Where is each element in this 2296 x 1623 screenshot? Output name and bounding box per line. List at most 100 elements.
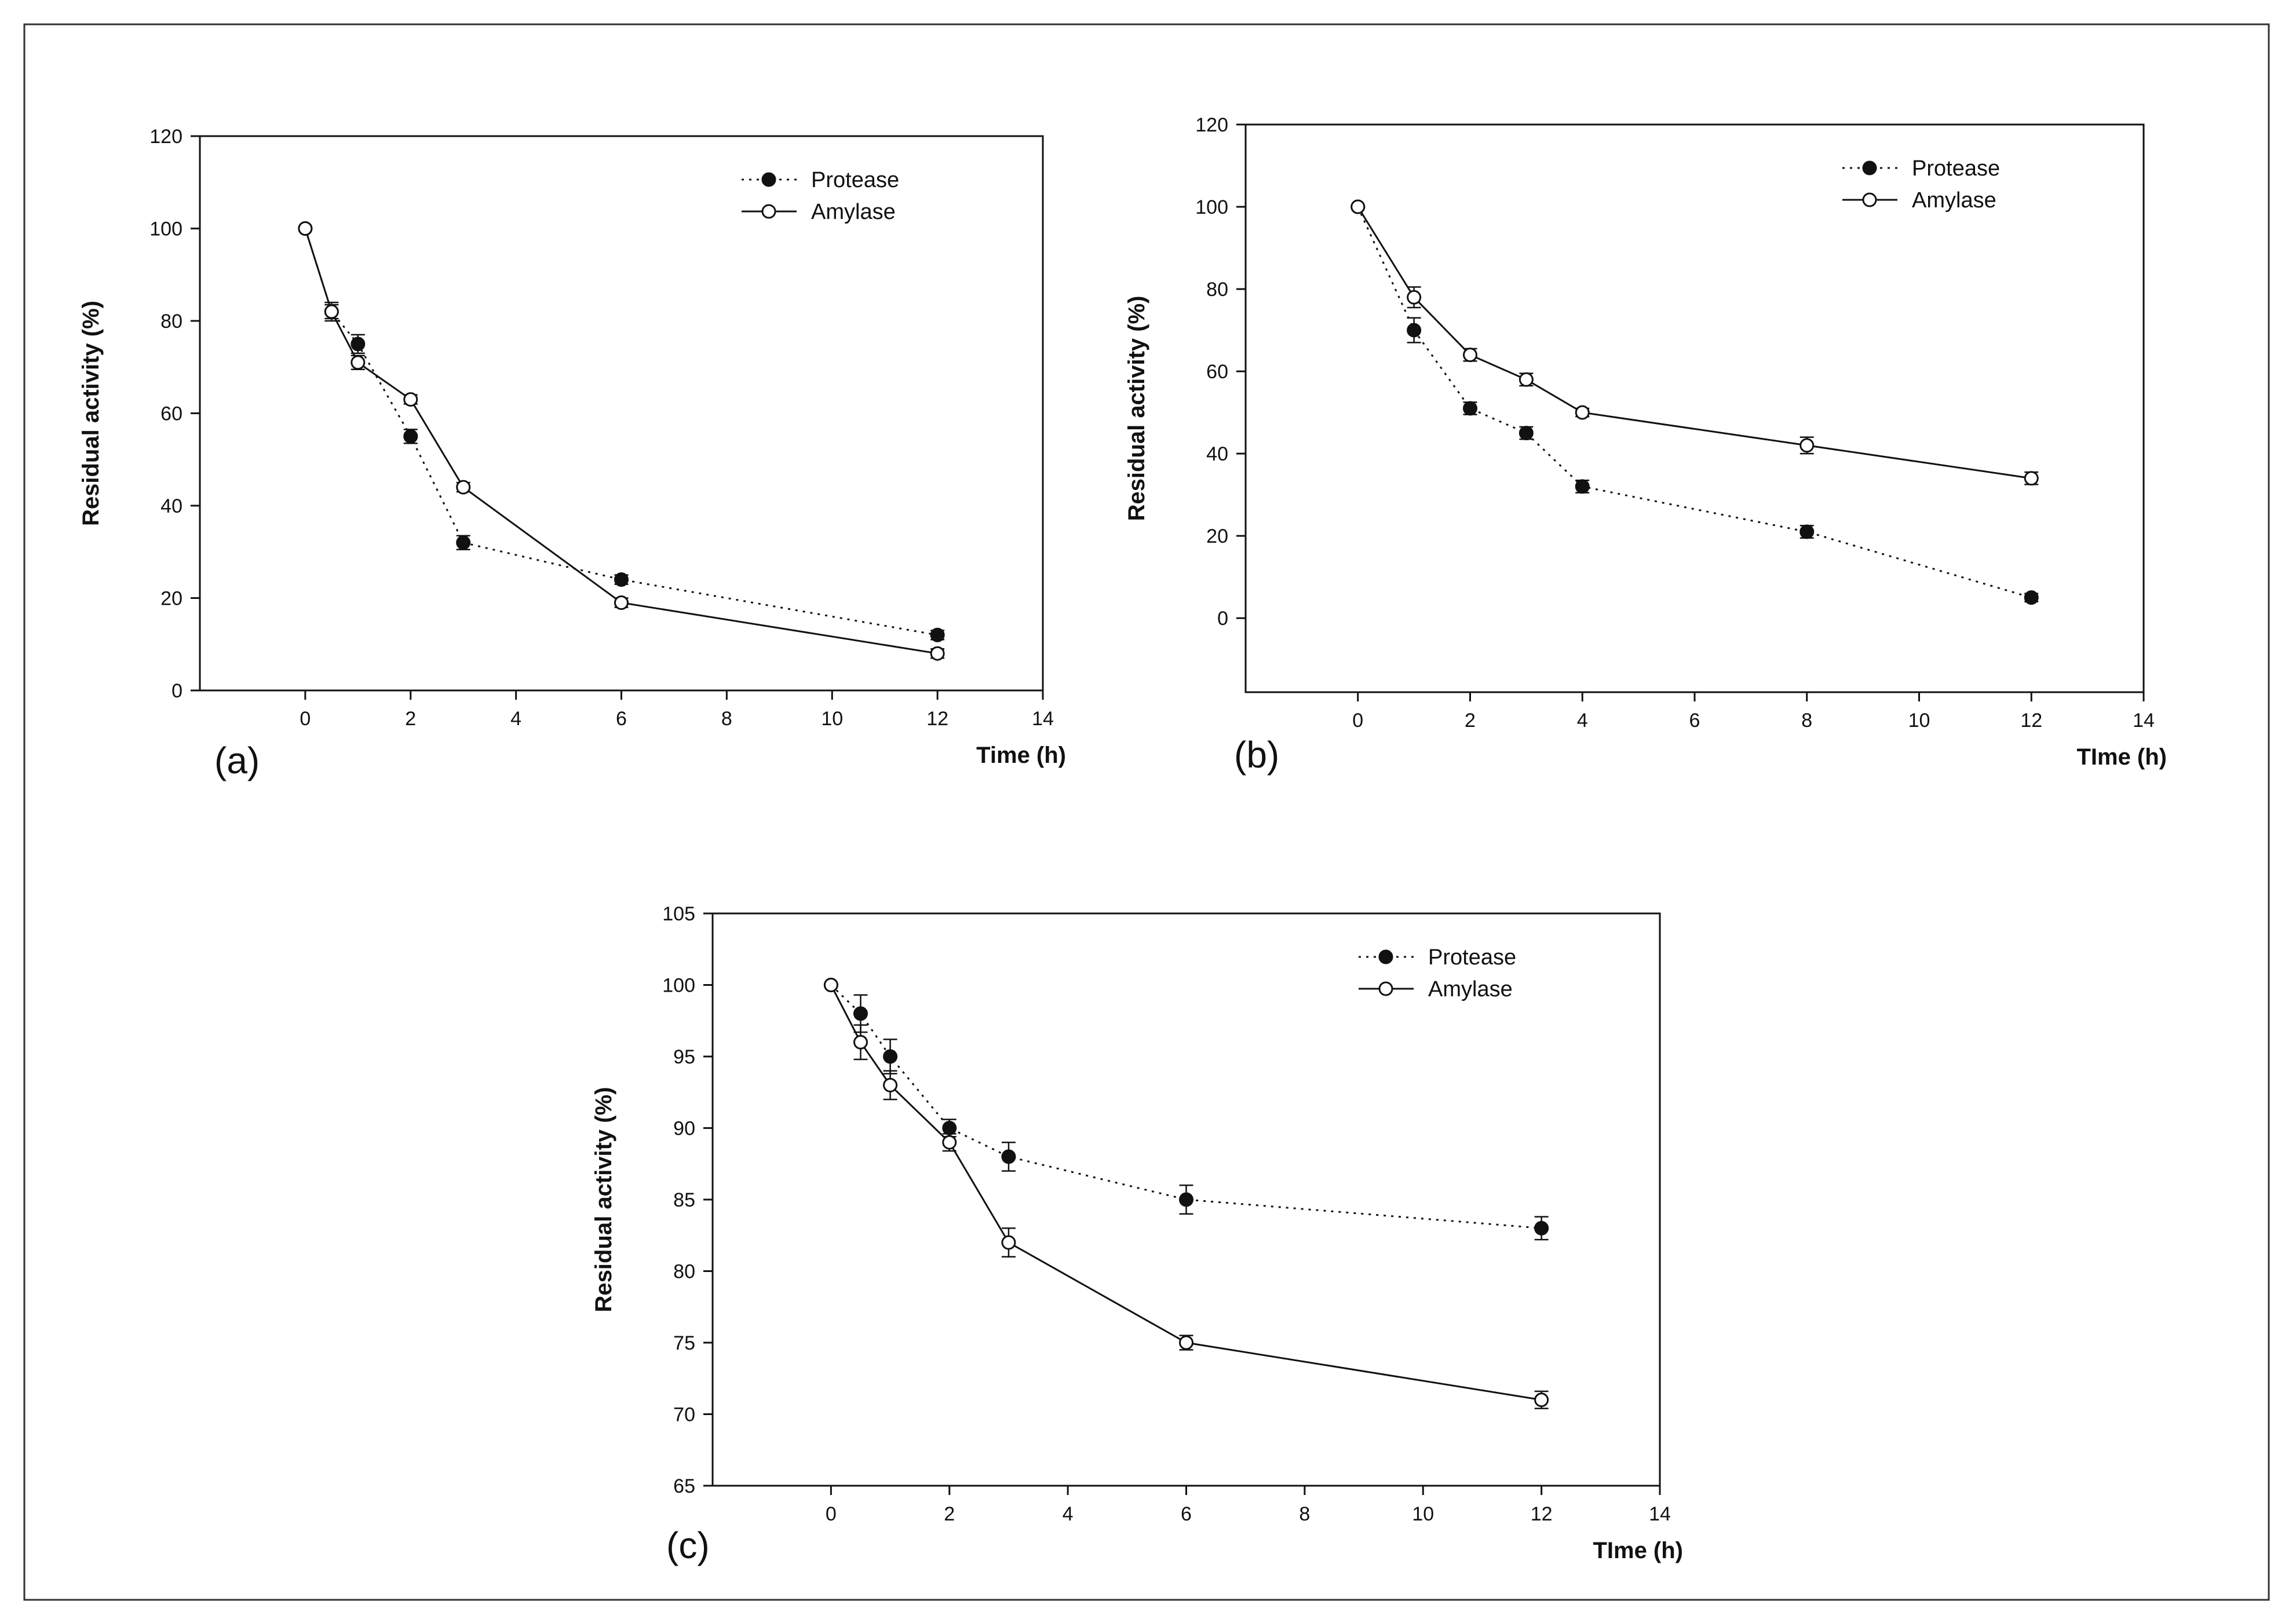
legend-label-amylase: Amylase [1912, 188, 1996, 213]
data-point-protease [403, 429, 418, 444]
data-point-protease [351, 337, 366, 352]
y-tick-label: 40 [1206, 443, 1228, 465]
data-point-protease [853, 1006, 868, 1021]
y-tick-label: 20 [160, 588, 182, 610]
x-tick-label: 4 [1577, 710, 1588, 732]
y-tick-label: 0 [171, 680, 182, 702]
y-tick-label: 105 [662, 903, 695, 925]
series-amylase: Amylase [298, 200, 945, 661]
data-point-amylase [2024, 471, 2039, 486]
series-amylase: Amylase [1350, 188, 2039, 486]
x-tick-label: 8 [1299, 1503, 1310, 1525]
data-point-protease [456, 535, 471, 550]
y-tick-label: 80 [673, 1261, 695, 1283]
data-point-amylase [942, 1135, 957, 1150]
data-point-protease [883, 1049, 898, 1064]
legend-marker-protease [1378, 949, 1393, 964]
legend-marker-protease [1862, 160, 1877, 176]
y-tick-label: 100 [1195, 196, 1228, 218]
panel-label: (a) [214, 740, 260, 781]
x-tick-label: 14 [2133, 710, 2155, 732]
panel-label: (c) [666, 1525, 710, 1566]
x-tick-label: 2 [944, 1503, 955, 1525]
x-axis-title: Time (h) [976, 743, 1066, 768]
x-tick-label: 8 [1801, 710, 1812, 732]
legend-label-amylase: Amylase [1428, 977, 1513, 1001]
y-tick-label: 0 [1217, 608, 1228, 630]
data-point-amylase [1575, 405, 1590, 420]
legend-marker-amylase [761, 204, 776, 219]
data-point-protease [942, 1121, 957, 1135]
y-tick-label: 100 [149, 218, 182, 240]
x-tick-label: 10 [821, 708, 843, 730]
panel-label: (b) [1234, 734, 1279, 776]
chart-panel-1: 0 2 4 6 8 10 12 14 0 20 40 60 80 100 120 Time (h) Residu… [78, 126, 1066, 781]
series-amylase: Amylase [823, 977, 1549, 1409]
series-protease: Protease [298, 168, 945, 642]
data-point-amylase [853, 1035, 868, 1050]
data-point-protease [1001, 1149, 1016, 1164]
data-point-amylase [1001, 1235, 1016, 1250]
data-point-amylase [1519, 372, 1534, 387]
data-point-protease [1519, 426, 1534, 441]
x-tick-label: 10 [1412, 1503, 1434, 1525]
data-point-protease [1179, 1192, 1193, 1207]
data-point-amylase [456, 480, 471, 495]
data-point-amylase [1799, 438, 1815, 453]
legend-marker-amylase [1378, 981, 1393, 996]
data-point-amylase [1463, 348, 1477, 363]
y-tick-label: 60 [160, 403, 182, 425]
chart-panel-2: 0 2 4 6 8 10 12 14 0 20 40 60 80 100 120 TIme (h) Residu… [1124, 114, 2167, 776]
data-point-protease [1463, 401, 1477, 416]
y-tick-label: 85 [673, 1189, 695, 1211]
y-axis-title: Residual activity (%) [591, 1087, 616, 1312]
x-tick-label: 0 [1352, 710, 1363, 732]
legend-label-amylase: Amylase [811, 200, 896, 224]
legend-marker-amylase [1862, 192, 1877, 207]
data-point-protease [1534, 1220, 1549, 1235]
y-tick-label: 80 [1206, 279, 1228, 301]
data-point-amylase [351, 355, 366, 370]
y-tick-label: 95 [673, 1046, 695, 1068]
y-axis-title: Residual activity (%) [78, 301, 104, 526]
x-tick-label: 2 [1465, 710, 1476, 732]
x-tick-label: 12 [2020, 710, 2042, 732]
x-tick-label: 14 [1032, 708, 1054, 730]
legend-marker-protease [761, 172, 776, 187]
data-point-amylase [930, 646, 945, 661]
y-axis-title: Residual activity (%) [1124, 295, 1149, 521]
data-point-protease [2024, 590, 2039, 605]
x-tick-label: 0 [826, 1503, 837, 1525]
x-tick-label: 12 [926, 708, 948, 730]
figure-frame [23, 23, 2270, 1601]
x-tick-label: 8 [721, 708, 732, 730]
data-point-amylase [823, 978, 838, 992]
y-tick-label: 60 [1206, 361, 1228, 383]
x-tick-label: 2 [405, 708, 416, 730]
y-tick-label: 75 [673, 1332, 695, 1354]
x-tick-label: 6 [1689, 710, 1700, 732]
x-tick-label: 12 [1531, 1503, 1553, 1525]
x-axis-title: TIme (h) [2076, 744, 2167, 770]
data-point-protease [614, 572, 629, 587]
x-tick-label: 6 [616, 708, 627, 730]
data-point-amylase [298, 221, 313, 236]
x-axis-title: TIme (h) [1593, 1538, 1683, 1563]
chart-panel-3: 0 2 4 6 8 10 12 14 65 70 75 80 85 90 95 100 105 TIme (h) R… [591, 903, 1683, 1566]
data-point-amylase [1407, 290, 1422, 305]
x-tick-label: 14 [1649, 1503, 1671, 1525]
y-tick-label: 65 [673, 1475, 695, 1497]
data-point-protease [1575, 479, 1590, 494]
y-tick-label: 120 [1195, 114, 1228, 136]
data-point-amylase [1350, 199, 1366, 214]
x-tick-label: 6 [1181, 1503, 1192, 1525]
data-point-amylase [1534, 1392, 1549, 1408]
y-tick-label: 80 [160, 310, 182, 332]
data-point-protease [930, 627, 945, 642]
y-tick-label: 120 [149, 126, 182, 148]
x-tick-label: 4 [510, 708, 521, 730]
x-tick-label: 10 [1908, 710, 1930, 732]
x-tick-label: 0 [300, 708, 311, 730]
